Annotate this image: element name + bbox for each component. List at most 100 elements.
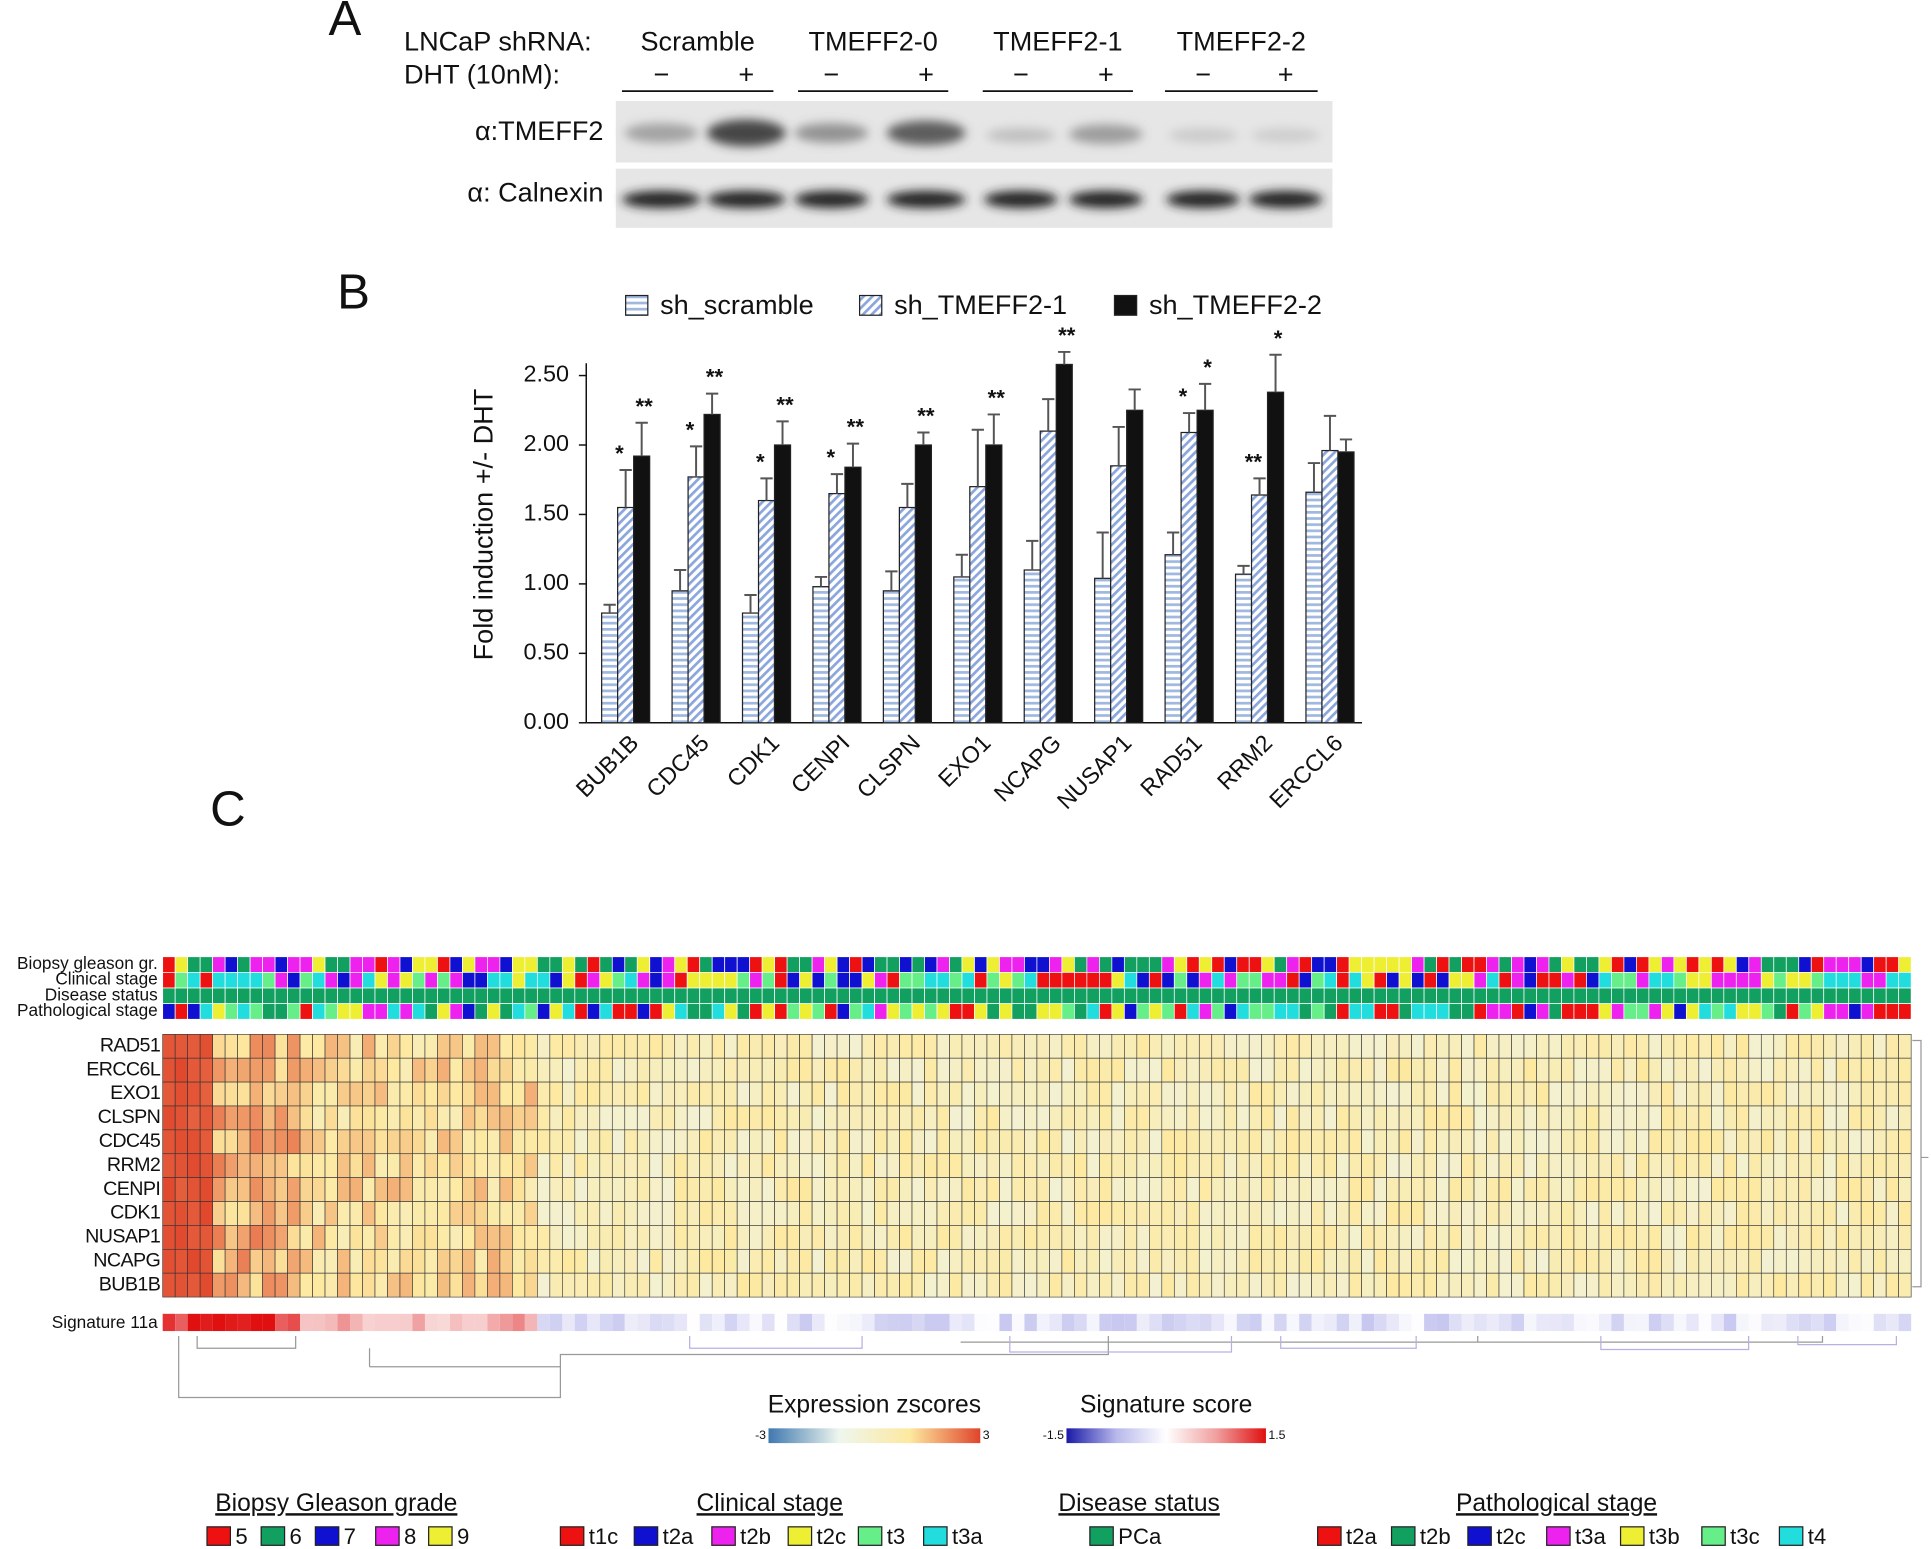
heatmap-cell — [324, 1129, 338, 1155]
annotation-cell — [1111, 956, 1125, 973]
heatmap-cell — [1099, 1105, 1113, 1131]
heatmap-cell — [774, 1153, 788, 1178]
heatmap-cell — [262, 1153, 276, 1178]
signature-cell — [1836, 1313, 1849, 1332]
annotation-cell — [1561, 972, 1575, 989]
heatmap-cell — [1198, 1105, 1213, 1131]
heatmap-cell — [874, 1057, 888, 1083]
heatmap-cell — [537, 1129, 551, 1155]
heatmap-cell — [624, 1272, 638, 1298]
heatmap-cell — [1561, 1129, 1575, 1155]
annotation-cell — [249, 1003, 263, 1020]
annotation-cell — [1086, 1003, 1100, 1020]
heatmap-cell — [761, 1177, 775, 1202]
heatmap-cell — [761, 1225, 775, 1250]
heatmap-cell — [1336, 1177, 1350, 1202]
annotation-cell — [1798, 956, 1812, 973]
heatmap-cell — [187, 1057, 201, 1083]
annotation-cell — [536, 972, 551, 989]
annotation-cell — [387, 956, 401, 973]
heatmap-cell — [349, 1081, 363, 1107]
annotation-cell — [624, 987, 638, 1005]
heatmap-cell — [1835, 1272, 1850, 1298]
heatmap-cell — [886, 1201, 900, 1226]
annotation-cell — [874, 972, 888, 989]
annotation-cell — [337, 1003, 351, 1020]
signature-cell — [362, 1313, 375, 1332]
heatmap-cell — [1361, 1057, 1375, 1083]
heatmap-cell — [174, 1248, 188, 1274]
heatmap-cell — [711, 1272, 725, 1298]
heatmap-cell — [1423, 1248, 1437, 1274]
heatmap-cell — [337, 1272, 351, 1298]
heatmap-cell — [861, 1248, 875, 1274]
heatmap-cell — [661, 1248, 676, 1274]
heatmap-cell — [1773, 1057, 1787, 1083]
annotation-cell — [1398, 972, 1412, 989]
annotation-cell — [1573, 956, 1587, 973]
heatmap-cell — [1099, 1225, 1113, 1250]
heatmap-cell — [1885, 1034, 1899, 1059]
error-bar — [1058, 350, 1071, 365]
annotation-cell — [1898, 987, 1912, 1005]
heatmap-cell — [1074, 1201, 1088, 1226]
annotation-cell — [1098, 972, 1113, 989]
heatmap-cell — [374, 1272, 388, 1298]
annotation-cell — [1273, 1003, 1288, 1020]
heatmap-cell — [711, 1225, 725, 1250]
annotation-cell — [761, 956, 776, 973]
heatmap-cell — [1735, 1153, 1750, 1178]
heatmap-cell — [711, 1177, 725, 1202]
annotation-cell — [1286, 1003, 1300, 1020]
heatmap-cell — [1173, 1248, 1188, 1274]
legend-swatch — [1467, 1526, 1492, 1546]
heatmap-cell — [474, 1034, 488, 1059]
annotation-cell — [1423, 972, 1437, 989]
error-bar — [971, 428, 984, 487]
heatmap-cell — [1536, 1153, 1550, 1178]
annotation-cell — [561, 987, 576, 1005]
heatmap-cell — [1848, 1272, 1862, 1298]
annotation-cell — [824, 956, 838, 973]
heatmap-cell — [1248, 1057, 1263, 1083]
heatmap-cell — [374, 1225, 388, 1250]
heatmap-cell — [362, 1129, 376, 1155]
annotation-cell — [1760, 987, 1775, 1005]
heatmap-cell — [1011, 1272, 1025, 1298]
heatmap-cell — [1124, 1225, 1138, 1250]
heatmap-cell — [224, 1081, 238, 1107]
heatmap-cell — [512, 1272, 526, 1298]
signature-cell — [574, 1313, 588, 1332]
heatmap-cell — [449, 1057, 463, 1083]
heatmap-cell — [1236, 1034, 1250, 1059]
heatmap-cell — [1810, 1177, 1825, 1202]
annotation-cell — [412, 987, 426, 1005]
heatmap-cell — [1748, 1248, 1762, 1274]
heatmap-cell — [699, 1105, 713, 1131]
signature-cell — [437, 1313, 450, 1332]
annotation-cell — [586, 987, 601, 1005]
heatmap-cell — [237, 1153, 251, 1178]
heatmap-cell — [774, 1225, 788, 1250]
blot-label: α:TMEFF2 — [475, 115, 603, 146]
annotation-cell — [1173, 987, 1188, 1005]
heatmap-cell — [1823, 1034, 1837, 1059]
heatmap-cell — [1111, 1057, 1125, 1083]
heatmap-cell — [1011, 1225, 1025, 1250]
heatmap-cell — [1561, 1034, 1575, 1059]
heatmap-cell — [1498, 1034, 1512, 1059]
annotation-cell — [799, 956, 813, 973]
heatmap-cell — [1436, 1225, 1450, 1250]
heatmap-cell — [1698, 1105, 1712, 1131]
annotation-cell — [399, 956, 413, 973]
y-axis-label: Fold induction +/- DHT — [467, 389, 498, 661]
annotation-cell — [1835, 1003, 1850, 1020]
heatmap-cell — [1273, 1153, 1288, 1178]
heatmap-cell — [1348, 1081, 1362, 1107]
heatmap-cell — [374, 1129, 388, 1155]
heatmap-cell — [1311, 1225, 1325, 1250]
heatmap-cell — [1498, 1248, 1512, 1274]
heatmap-cell — [224, 1201, 238, 1226]
bar — [1266, 391, 1285, 724]
heatmap-cell — [1611, 1201, 1625, 1226]
